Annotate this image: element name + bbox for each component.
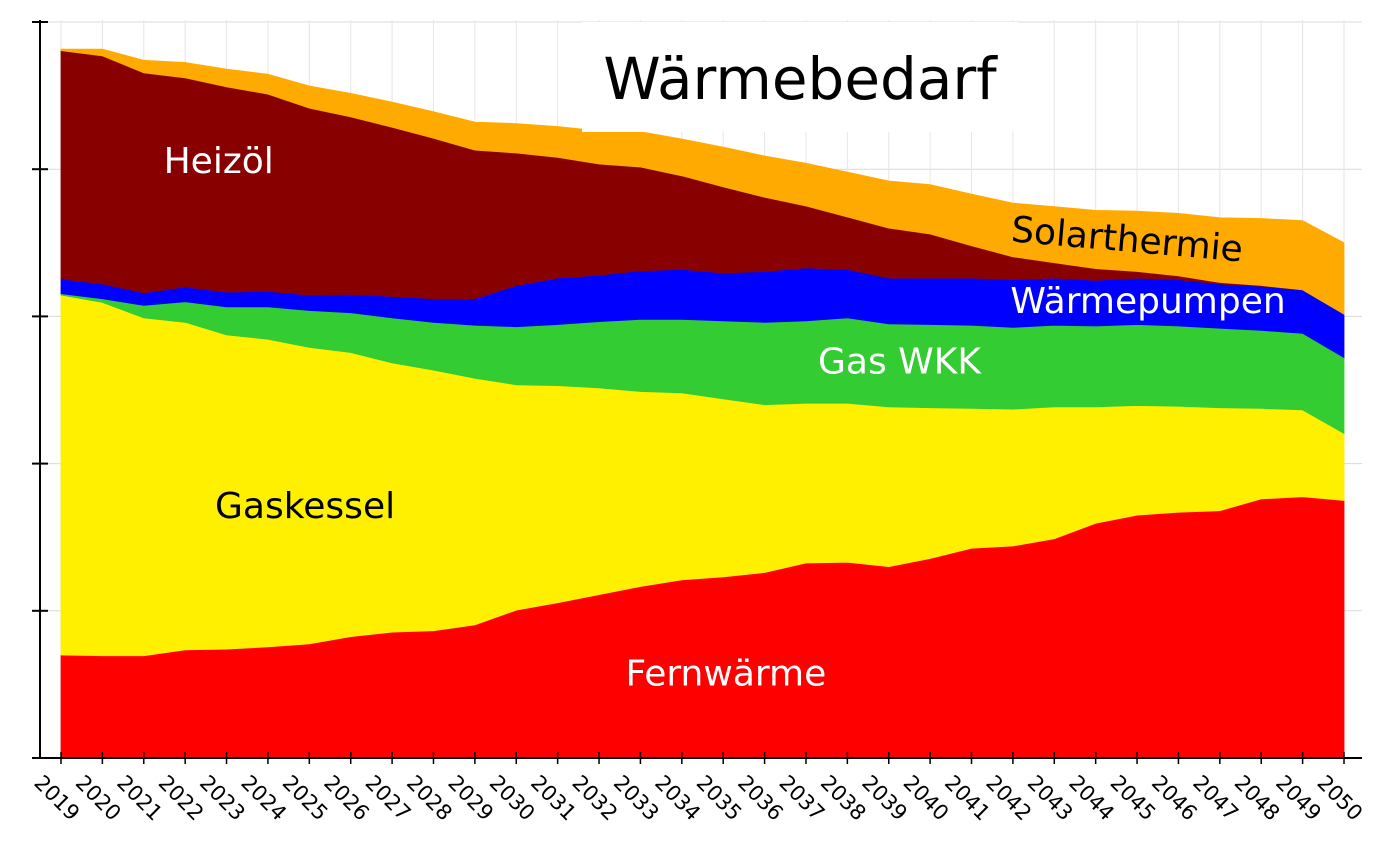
stacked-areas [60,48,1345,759]
area-labels: Fernwärme Gaskessel Gas WKK Wärmepumpen Heiz… [164,141,1286,695]
area-label-heiz-l: Heizöl [164,141,274,182]
area-label-w-rmepumpen: Wärmepumpen [1010,281,1285,322]
area-label-gaskessel: Gaskessel [215,486,395,527]
area-solarthermie [60,48,1345,315]
chart-title: Wärmebedarf [603,45,998,113]
area-label-gas-wkk: Gas WKK [818,342,982,383]
title-group: Wärmebedarf [582,22,1018,132]
area-label-fernw-rme: Fernwärme [626,654,827,695]
axes [39,20,1362,759]
title-box [582,22,1018,132]
y-ticks [32,21,48,759]
